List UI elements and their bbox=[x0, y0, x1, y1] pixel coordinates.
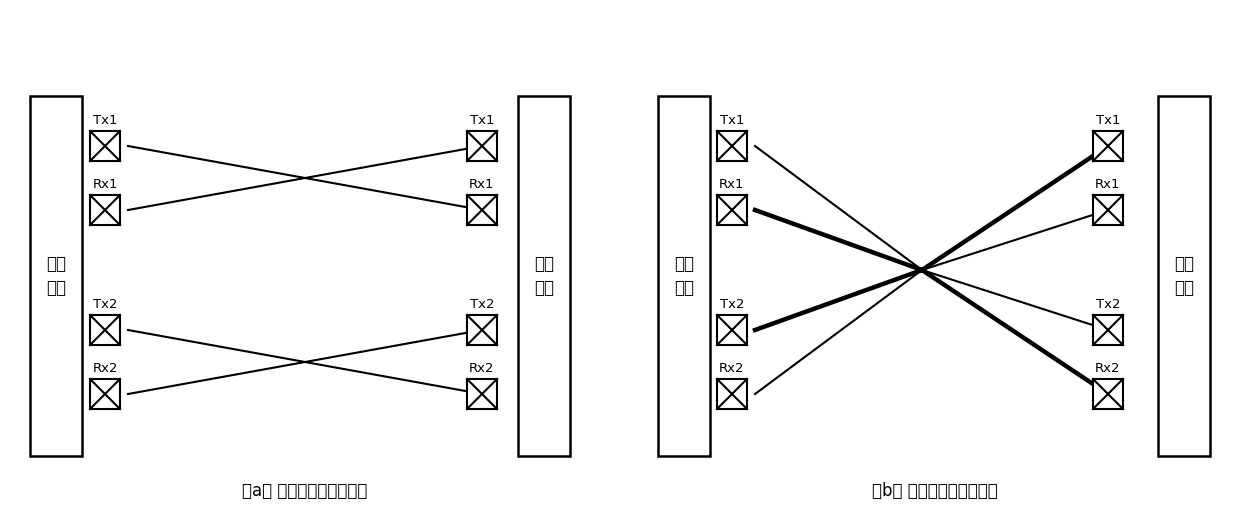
Bar bbox=[518, 96, 570, 456]
Text: Tx2: Tx2 bbox=[1096, 298, 1120, 311]
Text: 本侧
保护: 本侧 保护 bbox=[675, 255, 694, 297]
Text: Rx1: Rx1 bbox=[469, 178, 495, 191]
Bar bbox=[1158, 96, 1210, 456]
Text: Rx1: Rx1 bbox=[1095, 178, 1121, 191]
Text: Tx1: Tx1 bbox=[1096, 114, 1120, 127]
Bar bbox=[1092, 379, 1123, 409]
Text: Rx2: Rx2 bbox=[1095, 362, 1121, 375]
Text: Tx1: Tx1 bbox=[719, 114, 744, 127]
Bar bbox=[717, 131, 746, 161]
Bar bbox=[1092, 131, 1123, 161]
Bar bbox=[1092, 315, 1123, 345]
Text: 对侧
保护: 对侧 保护 bbox=[534, 255, 554, 297]
Bar bbox=[467, 131, 497, 161]
Text: Tx1: Tx1 bbox=[470, 114, 495, 127]
Text: Rx2: Rx2 bbox=[92, 362, 118, 375]
Text: 本侧
保护: 本侧 保护 bbox=[46, 255, 66, 297]
Text: Rx2: Rx2 bbox=[719, 362, 745, 375]
Text: Tx1: Tx1 bbox=[93, 114, 118, 127]
Bar bbox=[658, 96, 711, 456]
Bar bbox=[91, 379, 120, 409]
Bar bbox=[467, 195, 497, 225]
Text: Rx1: Rx1 bbox=[92, 178, 118, 191]
Bar bbox=[467, 315, 497, 345]
Bar bbox=[30, 96, 82, 456]
Text: 对侧
保护: 对侧 保护 bbox=[1174, 255, 1194, 297]
Bar bbox=[1092, 195, 1123, 225]
Bar bbox=[717, 195, 746, 225]
Text: Tx2: Tx2 bbox=[470, 298, 495, 311]
Text: Tx2: Tx2 bbox=[93, 298, 118, 311]
Text: Rx1: Rx1 bbox=[719, 178, 745, 191]
Bar bbox=[91, 195, 120, 225]
Bar bbox=[91, 131, 120, 161]
Bar bbox=[717, 315, 746, 345]
Bar bbox=[467, 379, 497, 409]
Bar bbox=[717, 379, 746, 409]
Text: （b） 主从通道的交叉连接: （b） 主从通道的交叉连接 bbox=[872, 482, 998, 500]
Bar bbox=[91, 315, 120, 345]
Text: Rx2: Rx2 bbox=[469, 362, 495, 375]
Text: Tx2: Tx2 bbox=[719, 298, 744, 311]
Text: （a） 主从通道的正确连接: （a） 主从通道的正确连接 bbox=[242, 482, 368, 500]
